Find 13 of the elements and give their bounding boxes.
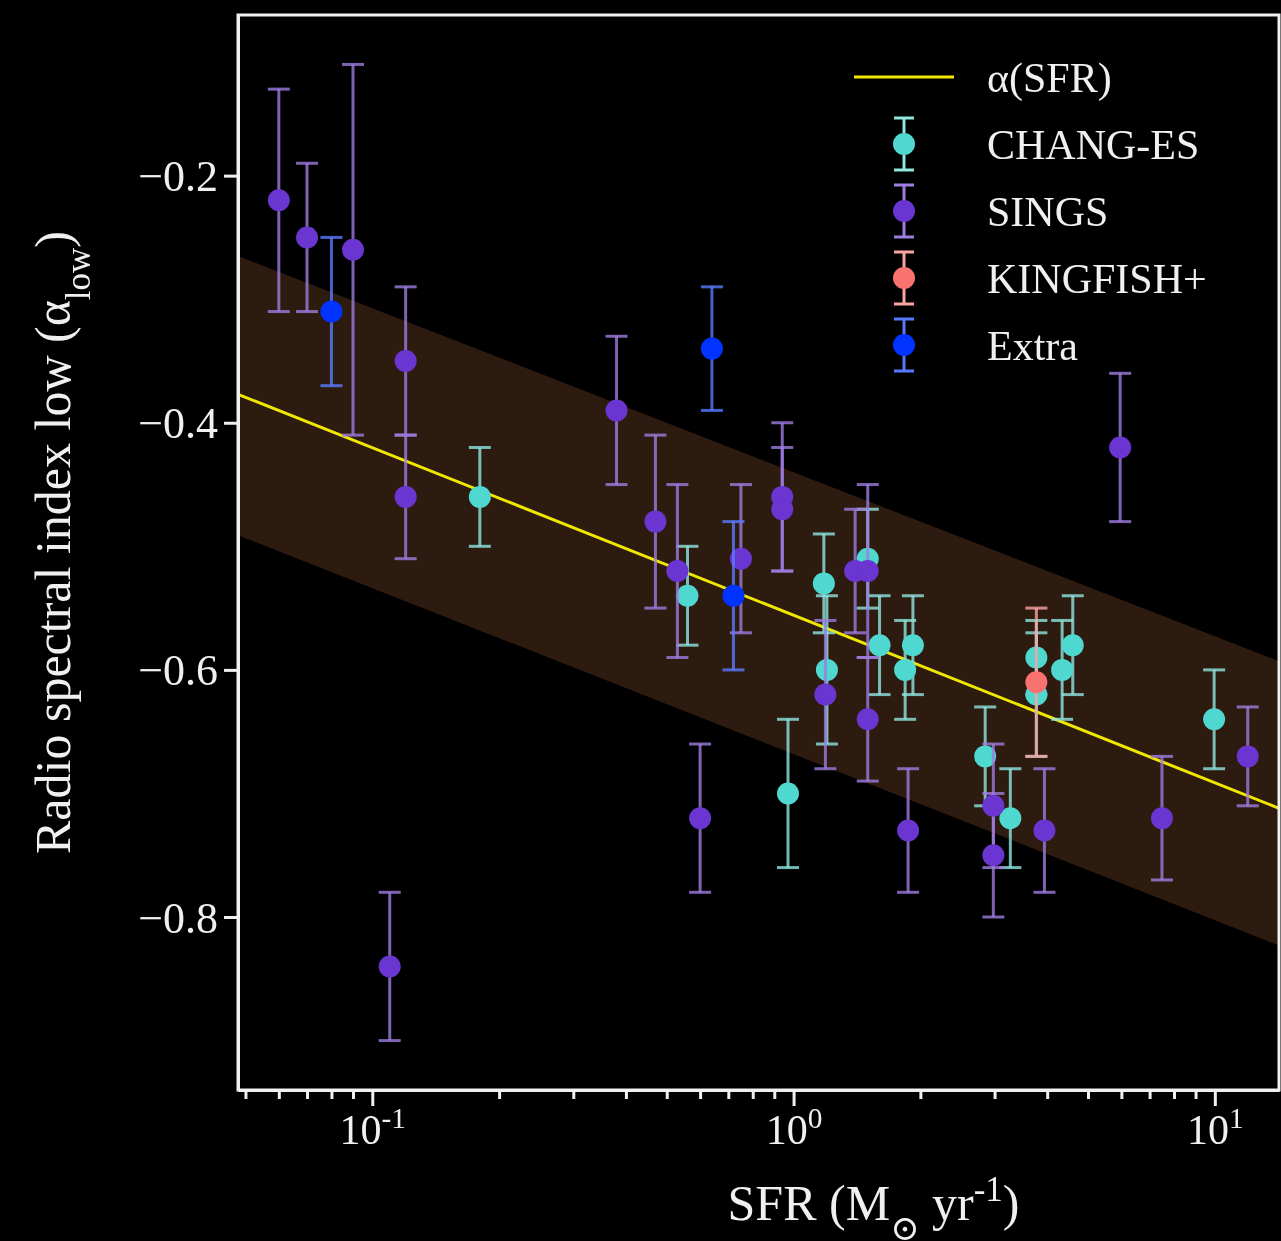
legend-label: Extra — [987, 323, 1079, 369]
x-tick-label: 10$^{0}$ — [765, 1102, 823, 1153]
y-tick-label: −0.6 — [138, 646, 218, 696]
legend-label: CHANG-ES — [987, 122, 1200, 168]
legend-label: α(SFR) — [987, 55, 1112, 102]
y-tick-label: −0.2 — [138, 152, 218, 202]
x-tick-label: 10$^{-1}$ — [339, 1102, 407, 1153]
y-tick-label: −0.8 — [138, 893, 218, 943]
legend-label: SINGS — [987, 189, 1109, 235]
y-tick-label: −0.4 — [138, 399, 218, 449]
x-axis-title: SFR (M$_{⊙}$ yr$^{-1}$) — [727, 1169, 1020, 1241]
legend-label: KINGFISH+ — [987, 256, 1207, 302]
x-tick-label: 10$^{1}$ — [1186, 1102, 1244, 1153]
